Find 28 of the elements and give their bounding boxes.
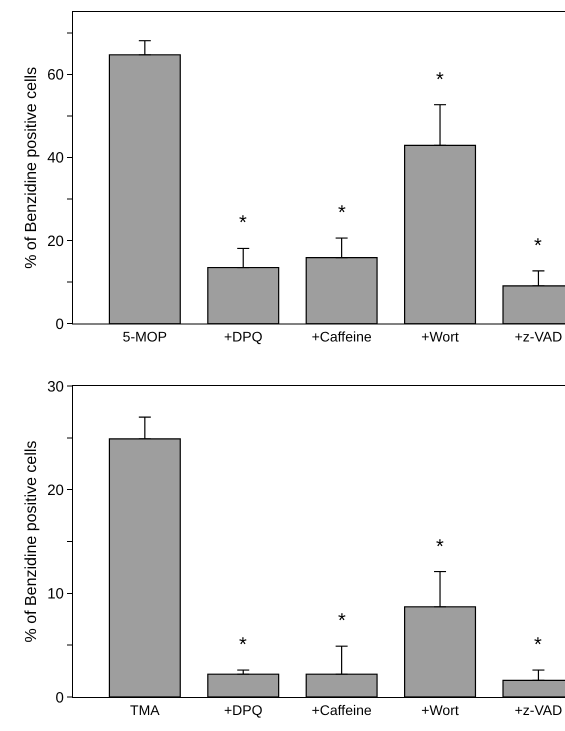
x-tick-label: +Wort bbox=[421, 328, 459, 345]
annotation: * bbox=[534, 235, 542, 257]
y-tick-label: 0 bbox=[56, 316, 64, 333]
x-tick-label: +Caffeine bbox=[312, 328, 372, 345]
annotation: * bbox=[338, 202, 346, 224]
y-axis-title: % of Benzidine positive cells bbox=[23, 440, 40, 642]
x-tick-label: +Caffeine bbox=[312, 702, 372, 718]
y-tick-label: 30 bbox=[47, 378, 64, 396]
x-tick-label: TMA bbox=[130, 702, 160, 718]
y-tick-label: 60 bbox=[47, 66, 64, 84]
annotation: * bbox=[239, 212, 247, 234]
annotation: * bbox=[436, 536, 444, 558]
x-tick-label: 5-MOP bbox=[122, 328, 167, 345]
x-tick-label: +z-VAD bbox=[514, 702, 562, 718]
annotation: * bbox=[239, 634, 247, 656]
annotation: * bbox=[338, 610, 346, 632]
y-axis-title: % of Benzidine positive cells bbox=[23, 66, 40, 269]
y-tick-label: 10 bbox=[47, 586, 64, 603]
annotation: * bbox=[534, 634, 542, 656]
y-tick-label: 20 bbox=[47, 232, 64, 250]
x-tick-label: +Wort bbox=[421, 702, 459, 718]
y-tick-label: 20 bbox=[47, 482, 64, 499]
x-tick-label: +DPQ bbox=[224, 702, 263, 718]
y-tick-label: 40 bbox=[47, 150, 64, 167]
x-tick-label: +z-VAD bbox=[514, 328, 562, 345]
y-tick-label: 0 bbox=[56, 689, 64, 706]
x-tick-label: +DPQ bbox=[224, 328, 263, 345]
annotation: * bbox=[436, 69, 444, 91]
